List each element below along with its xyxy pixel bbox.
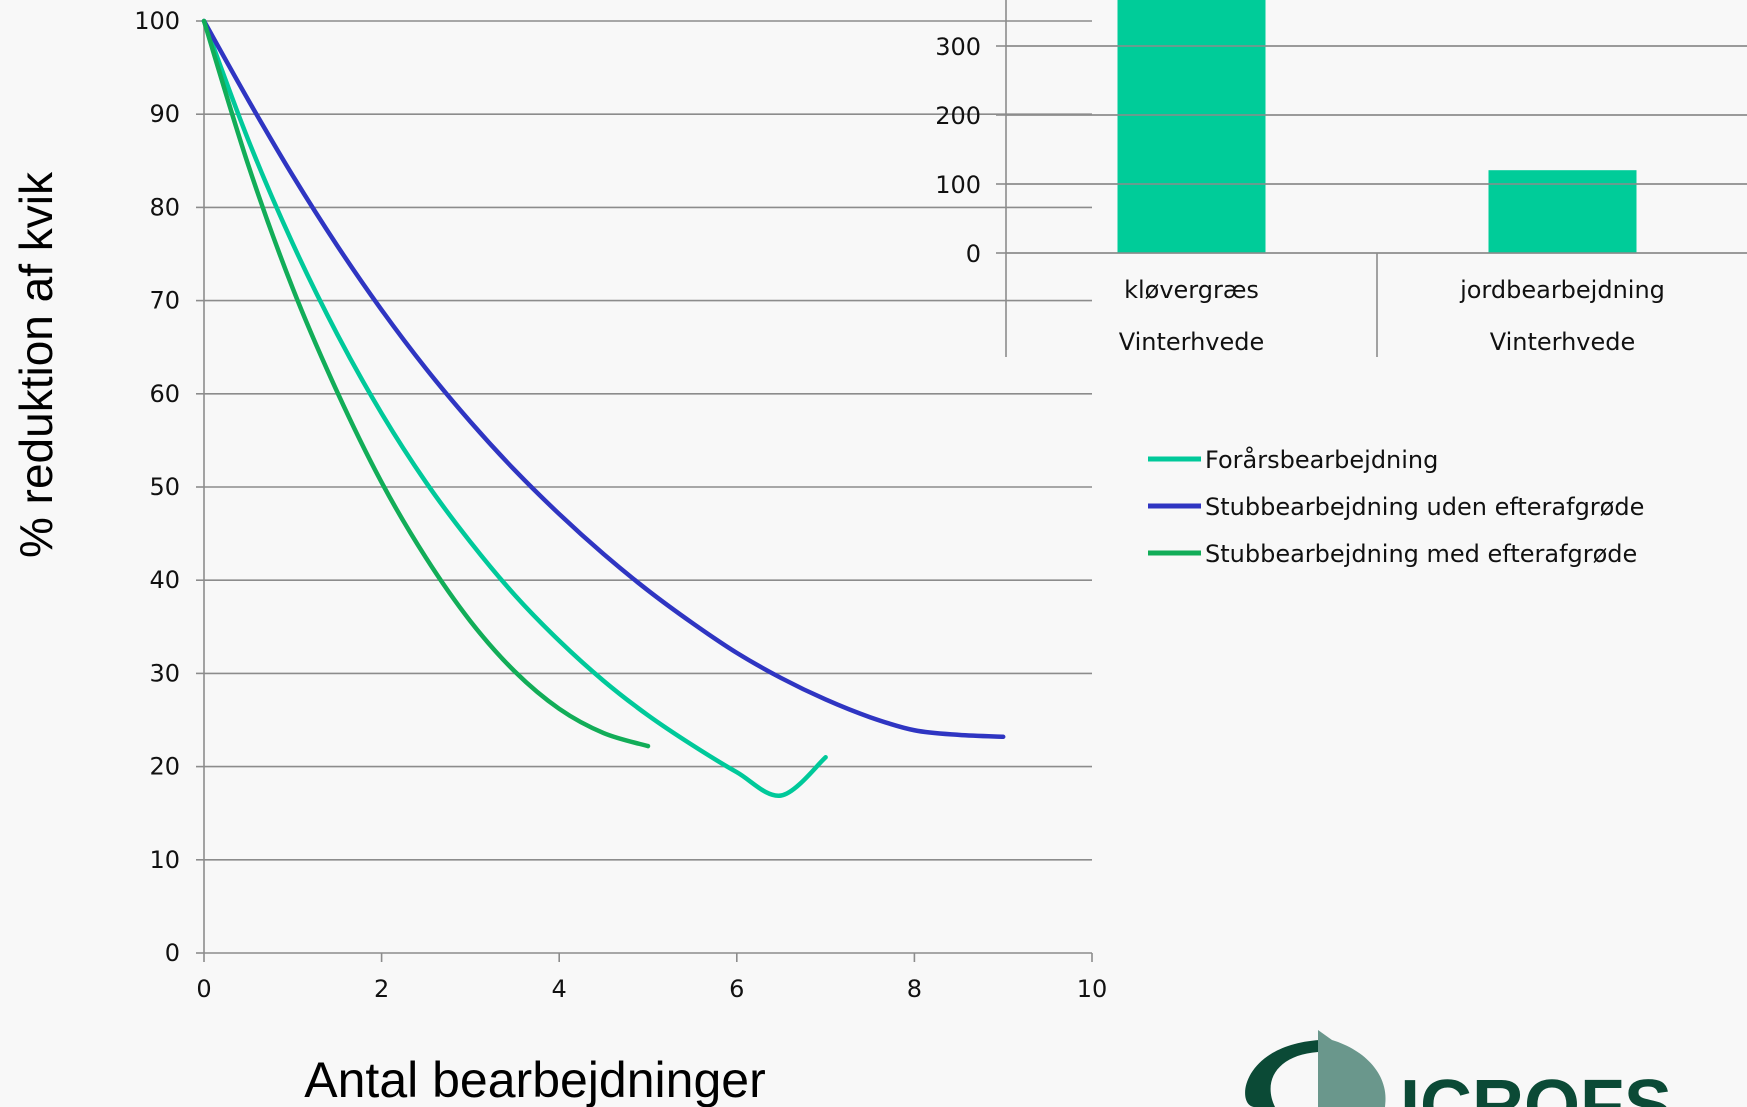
y-tick-label: 100: [134, 7, 180, 35]
bar-y-tick-label: 100: [935, 171, 981, 199]
legend-label-1: Forårsbearbejdning: [1205, 445, 1438, 474]
bar-category-label: jordbearbejdning: [1459, 276, 1665, 304]
series-line-2: [201, 18, 1006, 740]
series-line-1: [201, 18, 828, 798]
legend-label-3: Stubbearbejdning med efterafgrøde: [1205, 540, 1637, 568]
bar-chart-bars: [1006, 0, 1747, 254]
legend-label-2: Stubbearbejdning uden efterafgrøde: [1205, 493, 1644, 521]
y-tick-label: 30: [149, 659, 180, 687]
logo-text: ICROFS: [1400, 1066, 1672, 1107]
y-tick-label: 20: [149, 753, 180, 781]
bar-category-label: Vinterhvede: [1490, 328, 1636, 356]
x-tick-label: 0: [196, 975, 211, 1003]
y-tick-label: 70: [149, 287, 180, 315]
x-tick-label: 8: [907, 975, 922, 1003]
line-chart-y-tick-labels: 0 10 20 30 40 50 60 70 80 90 100: [134, 7, 180, 967]
x-tick-label: 4: [552, 975, 567, 1003]
bar-category-label: kløvergræs: [1124, 276, 1259, 304]
bar-1: [1117, 0, 1266, 253]
line-chart-series: [201, 18, 1006, 798]
x-tick-label: 2: [374, 975, 389, 1003]
bar-category-label: Vinterhvede: [1119, 328, 1265, 356]
legend: Forårsbearbejdning Stubbearbejdning uden …: [1148, 445, 1644, 568]
logo-mark-light: [1318, 1030, 1386, 1107]
bar-chart-inset: 0 100 200 300 kløvergræs Vinterhvede jordbear…: [935, 0, 1747, 357]
logo-mark-dark: [1245, 1040, 1320, 1107]
line-chart-axes: [203, 21, 1093, 962]
y-tick-label: 60: [149, 380, 180, 408]
bar-chart-category-labels: kløvergræs Vinterhvede jordbearbejdning Vin…: [1119, 276, 1665, 356]
x-axis-title: Antal bearbejdninger: [304, 1052, 765, 1107]
x-tick-label: 6: [729, 975, 744, 1003]
bar-chart-y-tick-labels: 0 100 200 300: [935, 33, 981, 268]
y-tick-label: 40: [149, 566, 180, 594]
series-line-3: [201, 18, 651, 749]
bar-y-tick-label: 200: [935, 102, 981, 130]
y-tick-label: 50: [149, 473, 180, 501]
y-tick-label: 10: [149, 846, 180, 874]
y-tick-label: 90: [149, 100, 180, 128]
y-axis-title: % reduktion af kvik: [10, 171, 62, 558]
bar-chart-axes: [1005, 0, 1378, 357]
bar-y-tick-label: 0: [966, 240, 981, 268]
bar-y-tick-label: 300: [935, 33, 981, 61]
bar-2: [1488, 170, 1637, 253]
x-tick-label: 10: [1077, 975, 1108, 1003]
y-tick-label: 80: [149, 193, 180, 221]
icrofs-logo: ICROFS: [1245, 1030, 1672, 1107]
line-chart: 0 10 20 30 40 50 60 70 80 90 100 0 2 4 6 8 10 % redukti…: [10, 7, 1107, 1107]
y-tick-label: 0: [165, 939, 180, 967]
line-chart-gridlines: [196, 20, 1092, 954]
line-chart-x-tick-labels: 0 2 4 6 8 10: [196, 975, 1107, 1003]
